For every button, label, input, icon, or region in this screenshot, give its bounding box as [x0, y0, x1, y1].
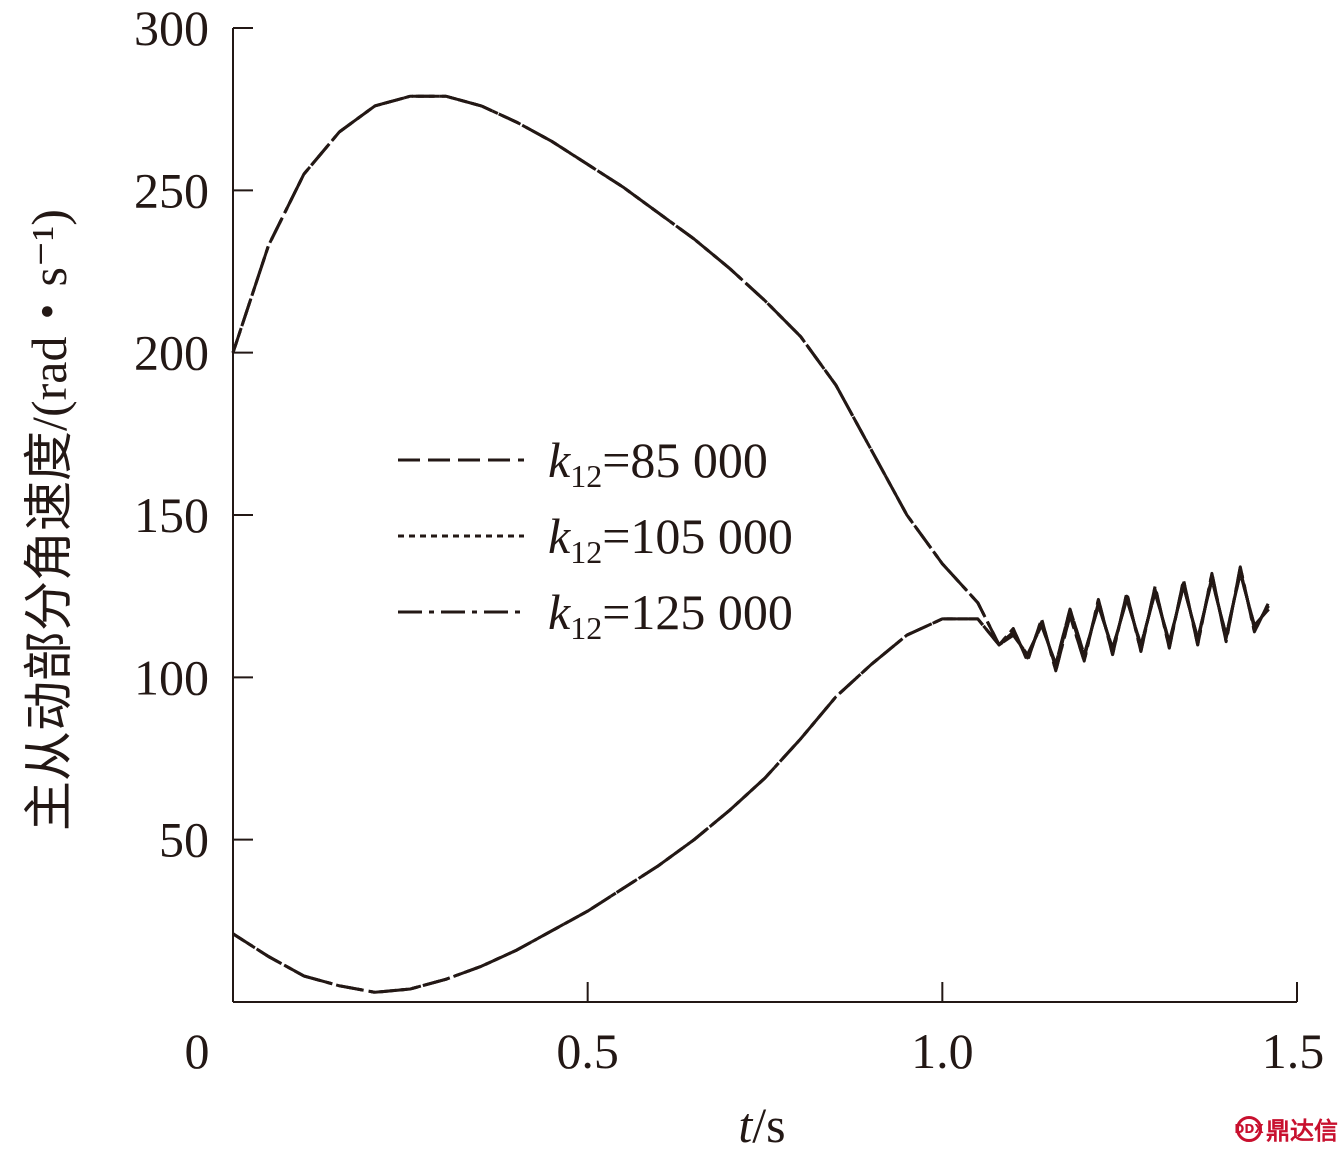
series-line-1-drive — [231, 94, 1270, 666]
x-ticks: 0 0.5 1.0 1.5 — [185, 982, 1325, 1079]
series-lines — [231, 94, 1270, 994]
y-tick-label: 50 — [159, 812, 209, 868]
x-axis-label-unit: /s — [752, 1097, 785, 1153]
watermark-logo-icon: DDX — [1234, 1115, 1264, 1142]
x-tick-label: 0 — [185, 1023, 210, 1079]
x-axis-label-var: t — [738, 1097, 753, 1153]
y-tick-label: 100 — [134, 649, 209, 705]
y-axis-label: 主从动部分角速度/(rad・s⁻¹) — [21, 209, 77, 831]
legend-label-2: k12=105 000 — [548, 508, 793, 570]
legend-label-3: k12=125 000 — [548, 584, 793, 646]
y-tick-label: 150 — [134, 487, 209, 543]
y-tick-label: 250 — [134, 162, 209, 218]
y-ticks: 50 100 150 200 250 300 — [134, 0, 253, 868]
x-tick-label: 0.5 — [556, 1023, 619, 1079]
x-tick-label: 1.5 — [1262, 1023, 1325, 1079]
watermark-text: 鼎达信 — [1266, 1117, 1338, 1145]
legend-label-1: k12=85 000 — [548, 432, 768, 494]
series-line-3-drive — [231, 94, 1270, 673]
watermark: DDX 鼎达信 — [1234, 1111, 1338, 1146]
y-tick-label: 200 — [134, 325, 209, 381]
series-line-3-driven — [232, 565, 1270, 994]
x-tick-label: 1.0 — [911, 1023, 974, 1079]
x-axis-label: t/s — [738, 1097, 785, 1153]
y-tick-label: 300 — [134, 0, 209, 56]
series-line-2-drive — [231, 94, 1270, 670]
legend: k12=85 000 k12=105 000 k12=125 000 — [398, 432, 793, 646]
